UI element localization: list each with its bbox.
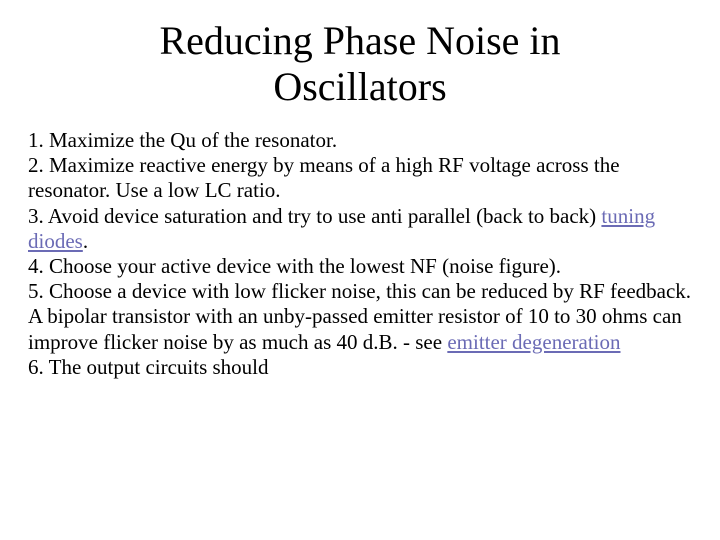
emitter-degeneration-link[interactable]: emitter degeneration	[447, 330, 620, 354]
point-3-text-b: .	[83, 229, 88, 253]
slide: Reducing Phase Noise in Oscillators 1. M…	[0, 0, 720, 540]
point-1: 1. Maximize the Qu of the resonator.	[28, 128, 692, 153]
slide-title: Reducing Phase Noise in Oscillators	[28, 18, 692, 110]
point-6: 6. The output circuits should	[28, 355, 692, 380]
point-5: 5. Choose a device with low flicker nois…	[28, 279, 692, 355]
point-3-text-a: 3. Avoid device saturation and try to us…	[28, 204, 601, 228]
point-2: 2. Maximize reactive energy by means of …	[28, 153, 692, 203]
slide-body: 1. Maximize the Qu of the resonator. 2. …	[28, 128, 692, 380]
point-4: 4. Choose your active device with the lo…	[28, 254, 692, 279]
point-3: 3. Avoid device saturation and try to us…	[28, 204, 692, 254]
